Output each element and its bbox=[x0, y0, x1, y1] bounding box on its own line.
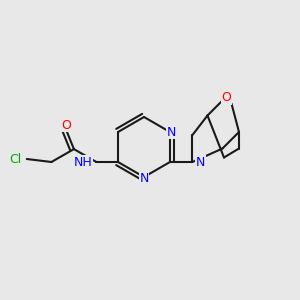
Text: O: O bbox=[61, 118, 71, 132]
Text: O: O bbox=[221, 91, 231, 104]
Text: N: N bbox=[139, 172, 149, 185]
Text: N: N bbox=[167, 125, 176, 139]
Text: Cl: Cl bbox=[9, 152, 21, 166]
Text: NH: NH bbox=[74, 155, 93, 169]
Text: N: N bbox=[196, 155, 206, 169]
